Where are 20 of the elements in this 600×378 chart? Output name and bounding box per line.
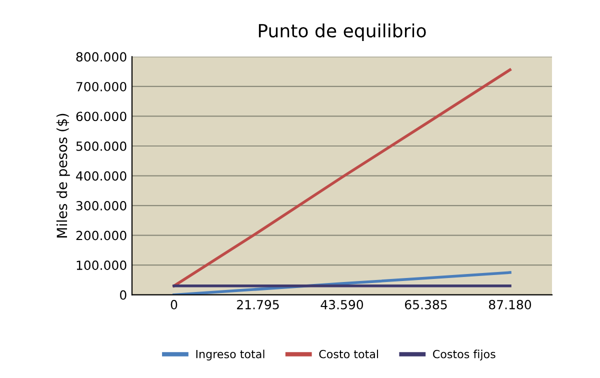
y-tick-label: 200.000 (76, 230, 126, 240)
y-tick-label: 800.000 (76, 52, 126, 62)
y-tick-label: 100.000 (76, 260, 126, 270)
x-tick-label: 65.385 (405, 300, 447, 310)
y-tick-label: 700.000 (76, 82, 126, 92)
line-series (172, 68, 512, 288)
y-tick-label: 400.000 (76, 171, 126, 181)
legend-label: Costo total (319, 350, 378, 358)
y-tick-label: 600.000 (76, 112, 126, 122)
chart-title: Punto de equilibrio (258, 24, 426, 42)
x-tick-label: 87.180 (488, 300, 532, 310)
legend-label: Costos fijos (433, 350, 496, 360)
x-tick-label: 21.795 (237, 300, 279, 310)
x-tick-label: 0 (170, 300, 178, 310)
y-tick-label: 300.000 (76, 201, 126, 210)
x-tick-label: 43.590 (320, 300, 364, 310)
y-tick-label: 0 (120, 290, 126, 300)
y-axis-title: Miles de pesos ($) (56, 114, 70, 238)
y-tick-label: 500.000 (76, 141, 126, 151)
legend-label: Ingreso total (196, 350, 264, 360)
